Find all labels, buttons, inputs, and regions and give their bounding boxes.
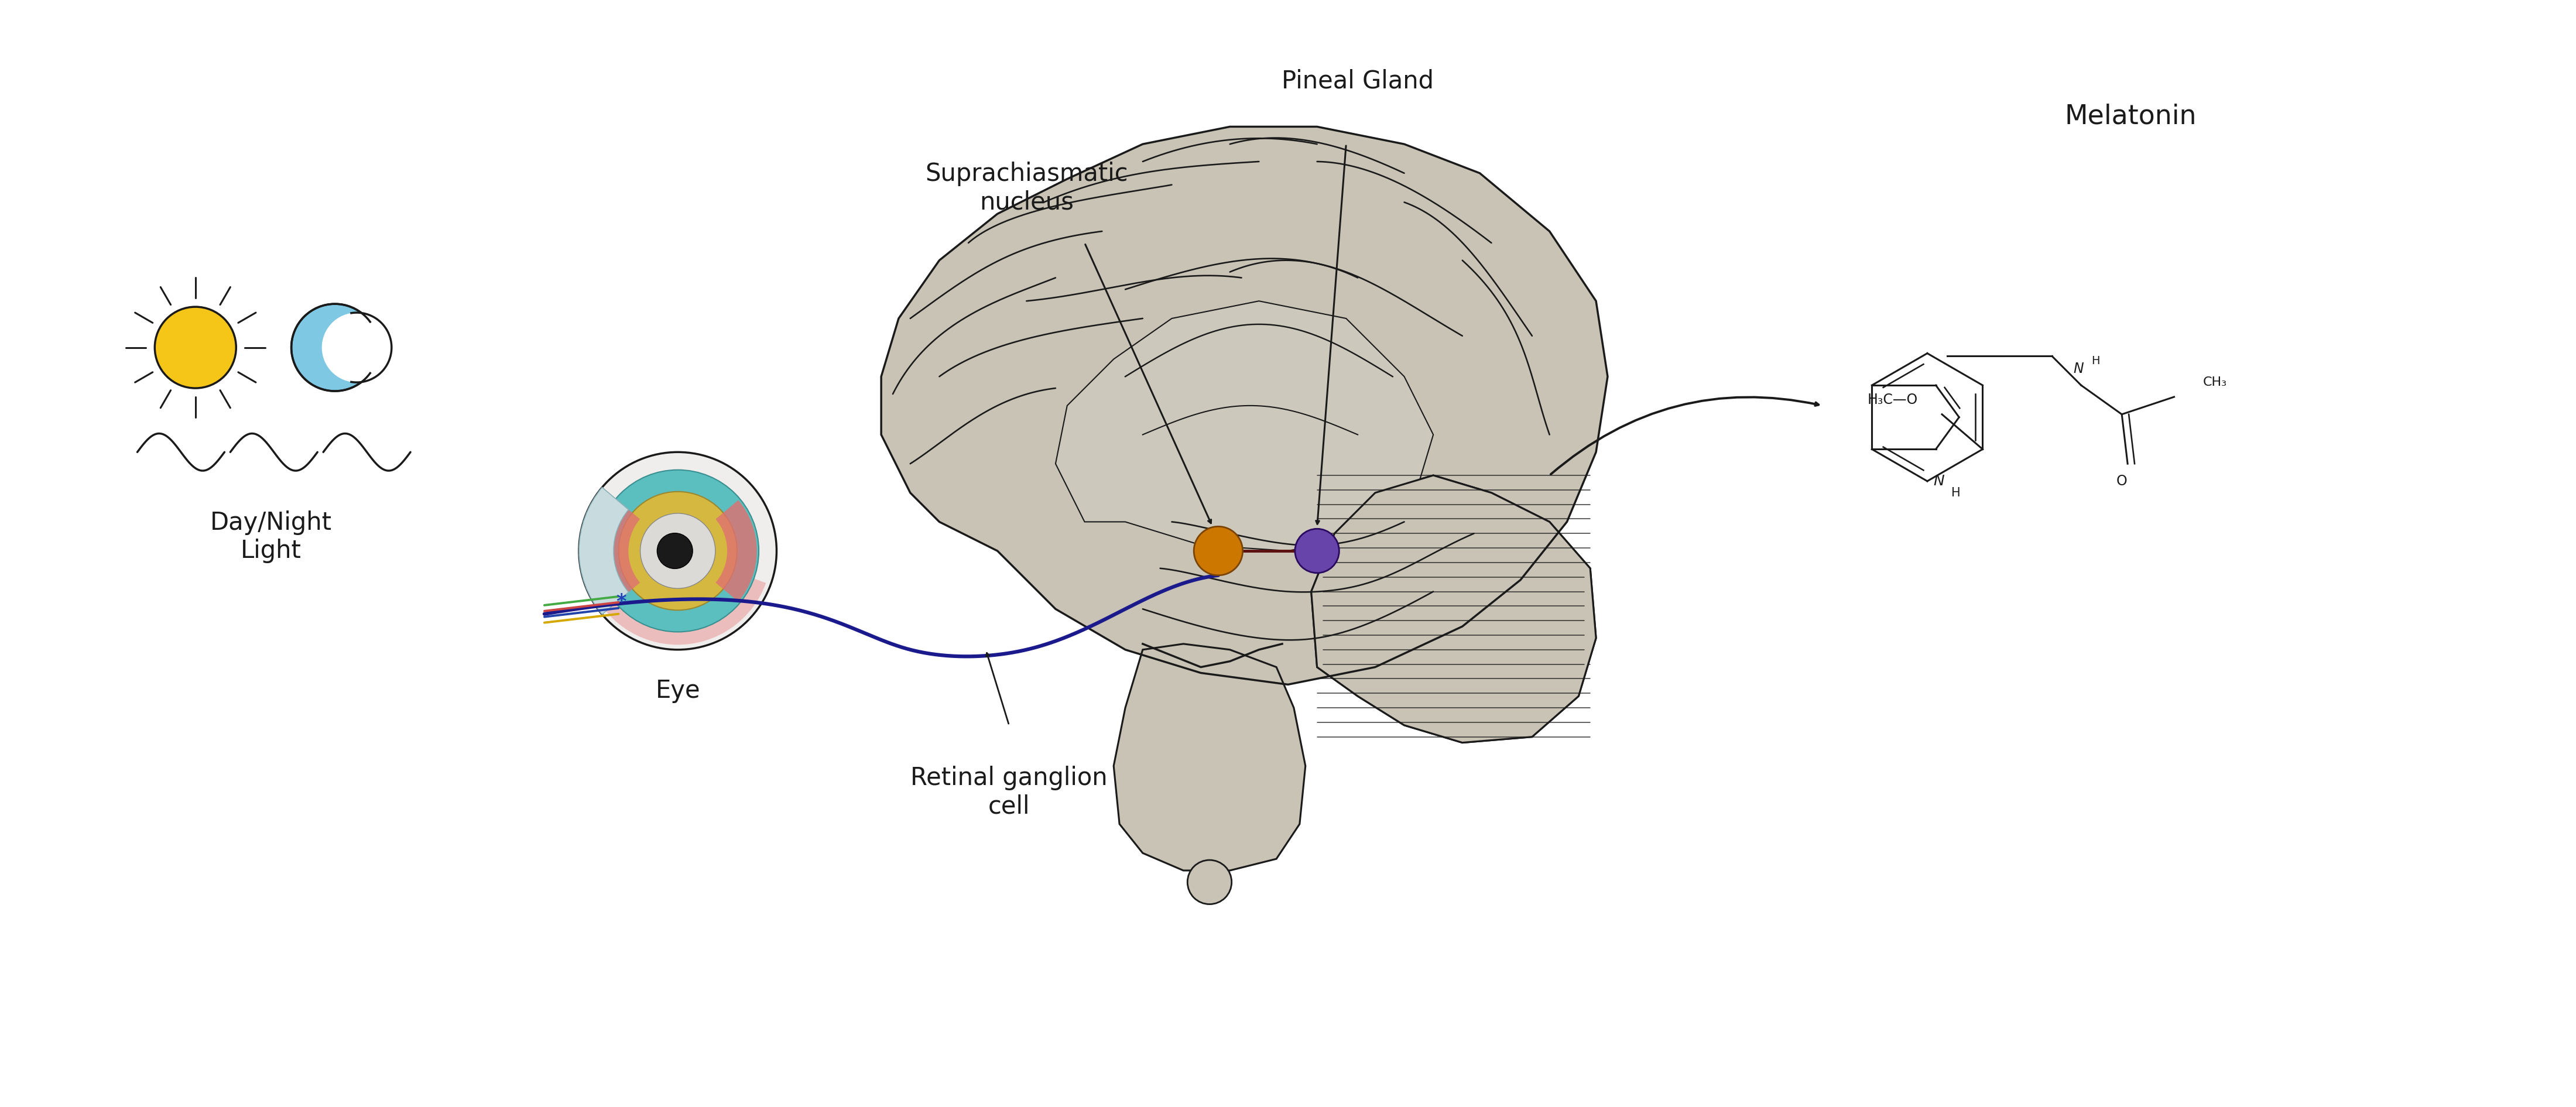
Circle shape [618, 492, 737, 610]
Circle shape [580, 452, 775, 650]
Circle shape [1188, 860, 1231, 904]
Text: H: H [2092, 355, 2099, 366]
Polygon shape [1311, 475, 1597, 743]
Text: Suprachiasmatic
nucleus: Suprachiasmatic nucleus [925, 162, 1128, 215]
Polygon shape [1056, 301, 1432, 551]
Circle shape [155, 307, 237, 389]
Text: Retinal ganglion
cell: Retinal ganglion cell [909, 766, 1108, 819]
Circle shape [1193, 527, 1242, 576]
Text: H: H [1953, 487, 1960, 498]
Wedge shape [580, 487, 629, 614]
Text: Melatonin: Melatonin [2066, 103, 2197, 130]
Wedge shape [598, 500, 639, 602]
Polygon shape [1311, 475, 1597, 743]
Polygon shape [1113, 644, 1306, 870]
Text: H₃C—O: H₃C—O [1868, 393, 1917, 407]
Text: Eye: Eye [654, 679, 701, 703]
Circle shape [322, 312, 392, 382]
Polygon shape [881, 126, 1607, 684]
Text: O: O [2117, 474, 2128, 488]
Text: N: N [2074, 362, 2084, 376]
Text: N: N [1932, 474, 1945, 488]
Circle shape [657, 534, 693, 569]
Text: Day/Night
Light: Day/Night Light [211, 510, 332, 563]
Text: CH₃: CH₃ [2202, 376, 2228, 389]
Wedge shape [716, 500, 757, 602]
Wedge shape [590, 577, 765, 644]
Circle shape [641, 514, 716, 589]
Circle shape [291, 304, 379, 391]
Text: Pineal Gland: Pineal Gland [1283, 69, 1435, 93]
Text: *: * [616, 592, 626, 612]
Circle shape [598, 469, 760, 632]
Circle shape [1296, 529, 1340, 573]
